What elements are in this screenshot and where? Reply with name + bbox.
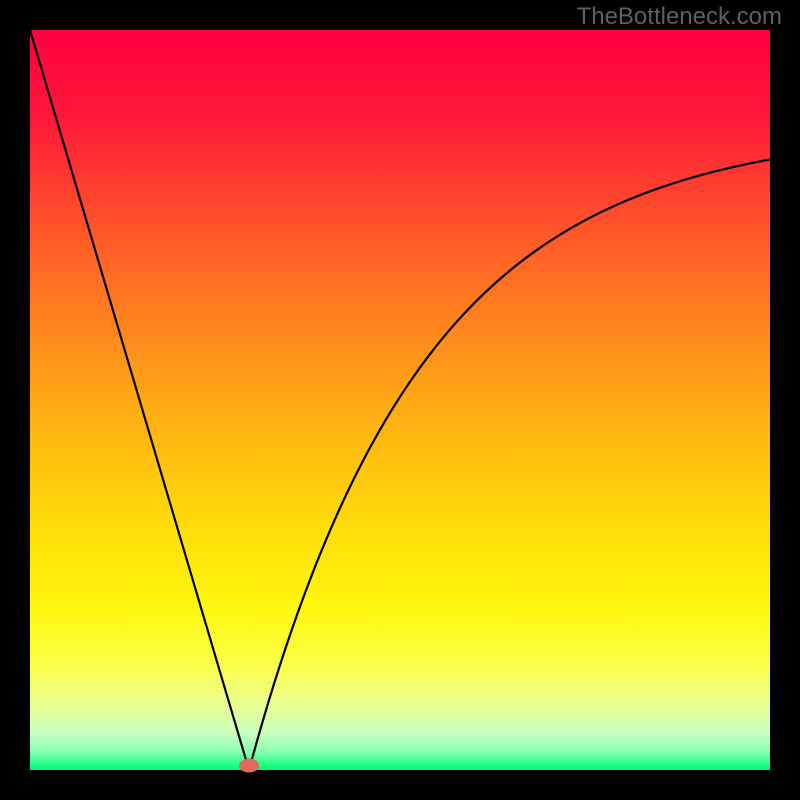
plot-background-gradient [30,30,770,770]
bottleneck-chart: TheBottleneck.com [0,0,800,800]
attribution-text: TheBottleneck.com [577,3,782,30]
optimum-marker [239,759,259,773]
